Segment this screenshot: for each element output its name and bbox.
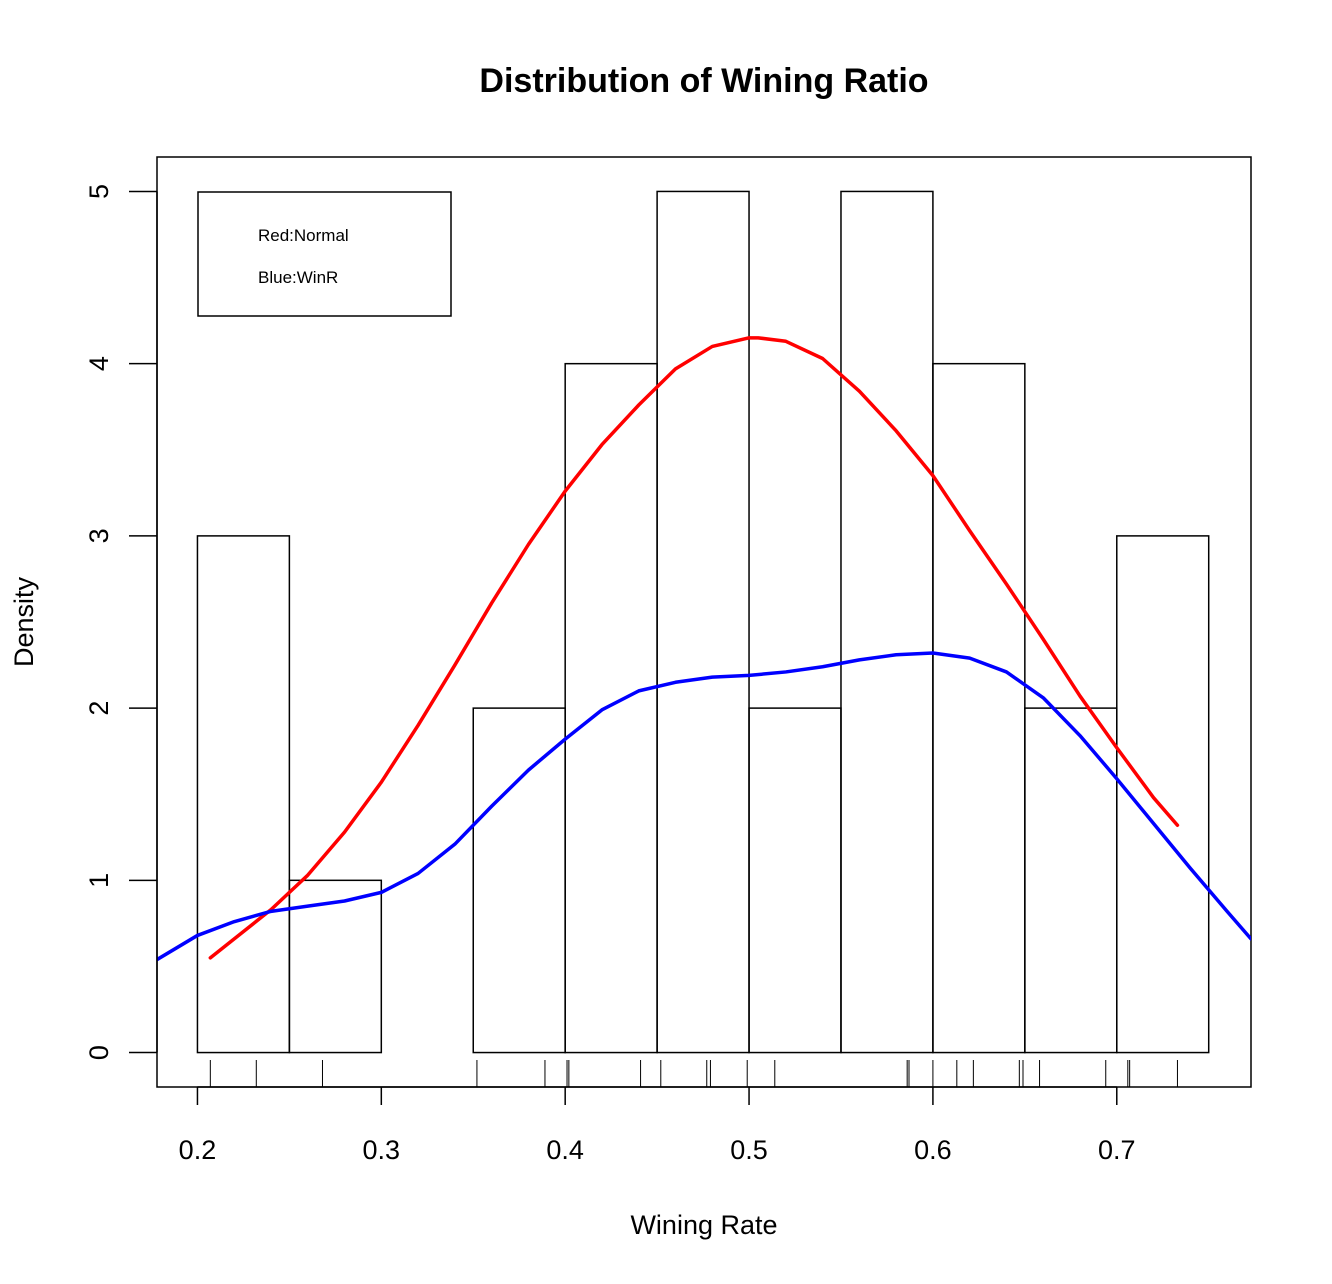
histogram-bar-6 — [748, 707, 842, 1054]
y-tick-label-2: 2 — [84, 701, 114, 716]
x-tick-label-1: 0.3 — [363, 1135, 401, 1165]
y-tick-label-4: 4 — [84, 356, 114, 371]
x-tick-label-4: 0.6 — [914, 1135, 952, 1165]
legend: Red:Normal Blue:WinR — [197, 191, 452, 317]
density-line-red-normal — [208, 336, 1180, 960]
density-lines — [157, 336, 1251, 962]
histogram-bars — [196, 190, 1210, 1054]
legend-box — [197, 191, 452, 317]
histogram-bar-7 — [840, 190, 934, 1054]
density-line-blue-winr — [157, 651, 1251, 962]
y-tick-label-0: 0 — [84, 1045, 114, 1060]
x-axis-label: Wining Rate — [630, 1210, 777, 1240]
legend-entry-blue-winr: Blue:WinR — [258, 268, 338, 287]
histogram-bar-9 — [1024, 707, 1118, 1054]
y-axis-label: Density — [9, 576, 39, 667]
histogram-bar-0 — [196, 535, 291, 1054]
histogram-bar-10 — [1116, 535, 1210, 1054]
chart-title: Distribution of Wining Ratio — [479, 62, 928, 100]
histogram-bar-3 — [472, 707, 566, 1054]
x-tick-label-2: 0.4 — [546, 1135, 584, 1165]
x-tick-label-5: 0.7 — [1098, 1135, 1136, 1165]
x-tick-label-0: 0.2 — [179, 1135, 217, 1165]
x-tick-label-3: 0.5 — [730, 1135, 768, 1165]
rug-marks — [209, 1060, 1178, 1087]
y-axis: 0 1 2 3 4 5 — [84, 184, 158, 1060]
histogram-bar-1 — [288, 879, 383, 1054]
histogram-bar-4 — [564, 362, 658, 1054]
histogram-bar-5 — [656, 190, 750, 1054]
x-axis: 0.2 0.3 0.4 0.5 0.6 0.7 — [179, 1086, 1136, 1165]
histogram-bar-8 — [932, 362, 1026, 1054]
y-tick-label-3: 3 — [84, 528, 114, 543]
y-tick-label-5: 5 — [84, 184, 114, 199]
y-tick-label-1: 1 — [84, 873, 114, 888]
legend-entry-red-normal: Red:Normal — [258, 226, 349, 245]
